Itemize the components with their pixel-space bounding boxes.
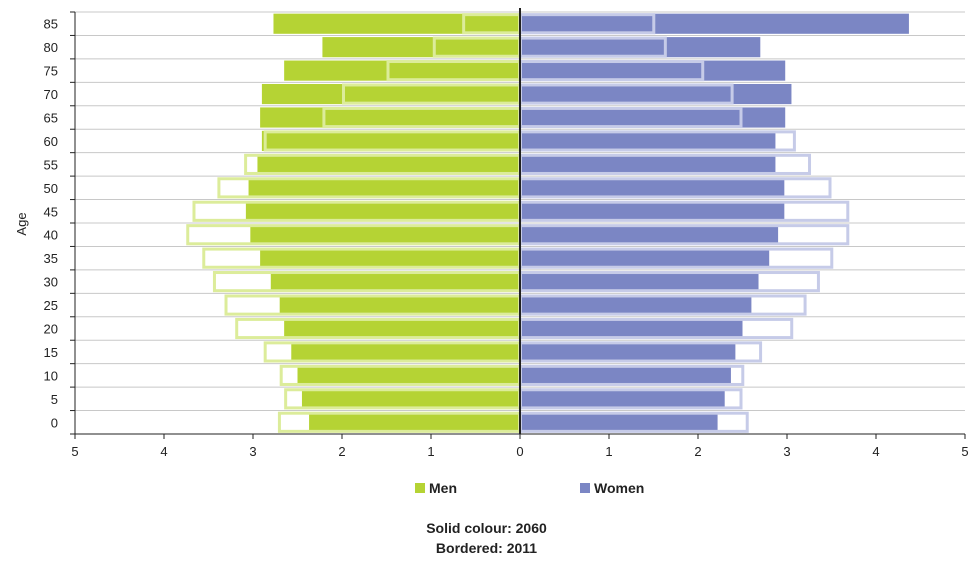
bar-men-2060: [250, 224, 520, 245]
legend-swatch-men: [415, 483, 425, 493]
x-tick-label: 3: [249, 444, 256, 459]
y-tick-label: 50: [44, 181, 58, 196]
y-tick-label: 25: [44, 298, 58, 313]
axes: [70, 8, 966, 439]
y-tick-label: 35: [44, 251, 58, 266]
bar-women-2060: [520, 130, 776, 152]
x-tick-label: 3: [783, 444, 790, 459]
bar-women-2060: [520, 177, 785, 198]
y-tick-labels: 0 5 10 15 20 25 30 35 40 45 50 55 60 65 70 75 80 85: [44, 17, 58, 431]
bar-women-2060: [520, 37, 761, 58]
legend-item-women: Women: [580, 480, 644, 496]
x-tick-label: 1: [427, 444, 434, 459]
bar-men-2060: [273, 13, 520, 34]
y-tick-label: 10: [44, 368, 58, 383]
x-tick-label: 0: [516, 444, 523, 459]
y-tick-label: 55: [44, 157, 58, 172]
x-tick-label: 5: [961, 444, 968, 459]
y-tick-label: 65: [44, 111, 58, 126]
x-tick-label: 2: [694, 444, 701, 459]
bar-women-2060: [520, 388, 725, 409]
x-tick-label: 5: [71, 444, 78, 459]
bar-women-2060: [520, 294, 752, 316]
y-tick-label: 75: [44, 64, 58, 79]
x-tick-label: 4: [872, 444, 879, 459]
y-tick-label: 40: [44, 228, 58, 243]
bar-women-2060: [520, 201, 785, 222]
bar-men-2060: [291, 341, 520, 363]
y-tick-label: 70: [44, 87, 58, 102]
y-tick-label: 60: [44, 134, 58, 149]
bar-men-2060: [257, 154, 520, 175]
y-tick-label: 45: [44, 204, 58, 219]
bar-men-2060: [245, 201, 520, 222]
y-tick-label: 85: [44, 17, 58, 32]
y-tick-label: 20: [44, 322, 58, 337]
note-bordered: Bordered: 2011: [435, 540, 538, 556]
note-solid-colour: Solid colour: 2060: [426, 520, 547, 536]
bar-women-2060: [520, 248, 770, 269]
bar-women-2060: [520, 60, 786, 81]
bar-women-2060: [520, 271, 759, 292]
bar-men-2060: [279, 294, 520, 316]
legend: Men Women: [405, 480, 705, 502]
bar-men-2060: [260, 107, 520, 128]
bar-men-2060: [260, 248, 520, 269]
x-tick-label: 1: [605, 444, 612, 459]
y-axis-title: Age: [14, 212, 29, 235]
bar-women-2060: [520, 154, 776, 175]
legend-label-women: Women: [594, 480, 645, 496]
bar-men-2060: [284, 318, 520, 339]
bar-women-2060: [520, 341, 736, 363]
bar-men-2060: [248, 177, 521, 198]
legend-label-men: Men: [429, 480, 457, 496]
x-tick-labels: 5 4 3 2 1 0 1 2 3 4 5: [71, 444, 968, 459]
bar-men-2060: [284, 60, 520, 81]
bar-women-2060: [520, 13, 909, 34]
bar-men-2060: [297, 365, 520, 386]
bar-women-2060: [520, 107, 786, 128]
bar-women-2060: [520, 365, 731, 386]
legend-swatch-women: [580, 483, 590, 493]
bars-2060: [245, 13, 909, 433]
bar-women-2060: [520, 83, 792, 105]
y-tick-label: 80: [44, 40, 58, 55]
bar-men-2060: [270, 271, 520, 292]
bar-men-2060: [322, 37, 520, 58]
bar-men-2060: [309, 412, 520, 433]
y-tick-label: 0: [51, 415, 58, 430]
bar-men-2060: [261, 130, 520, 152]
x-tick-label: 4: [160, 444, 167, 459]
y-tick-label: 30: [44, 275, 58, 290]
legend-item-men: Men: [415, 480, 457, 496]
bar-women-2060: [520, 412, 718, 433]
y-tick-label: 5: [51, 392, 58, 407]
bar-men-2060: [301, 388, 520, 409]
bar-women-2060: [520, 224, 779, 245]
bar-women-2060: [520, 318, 743, 339]
bar-men-2060: [261, 83, 520, 105]
x-tick-label: 2: [338, 444, 345, 459]
y-tick-label: 15: [44, 345, 58, 360]
